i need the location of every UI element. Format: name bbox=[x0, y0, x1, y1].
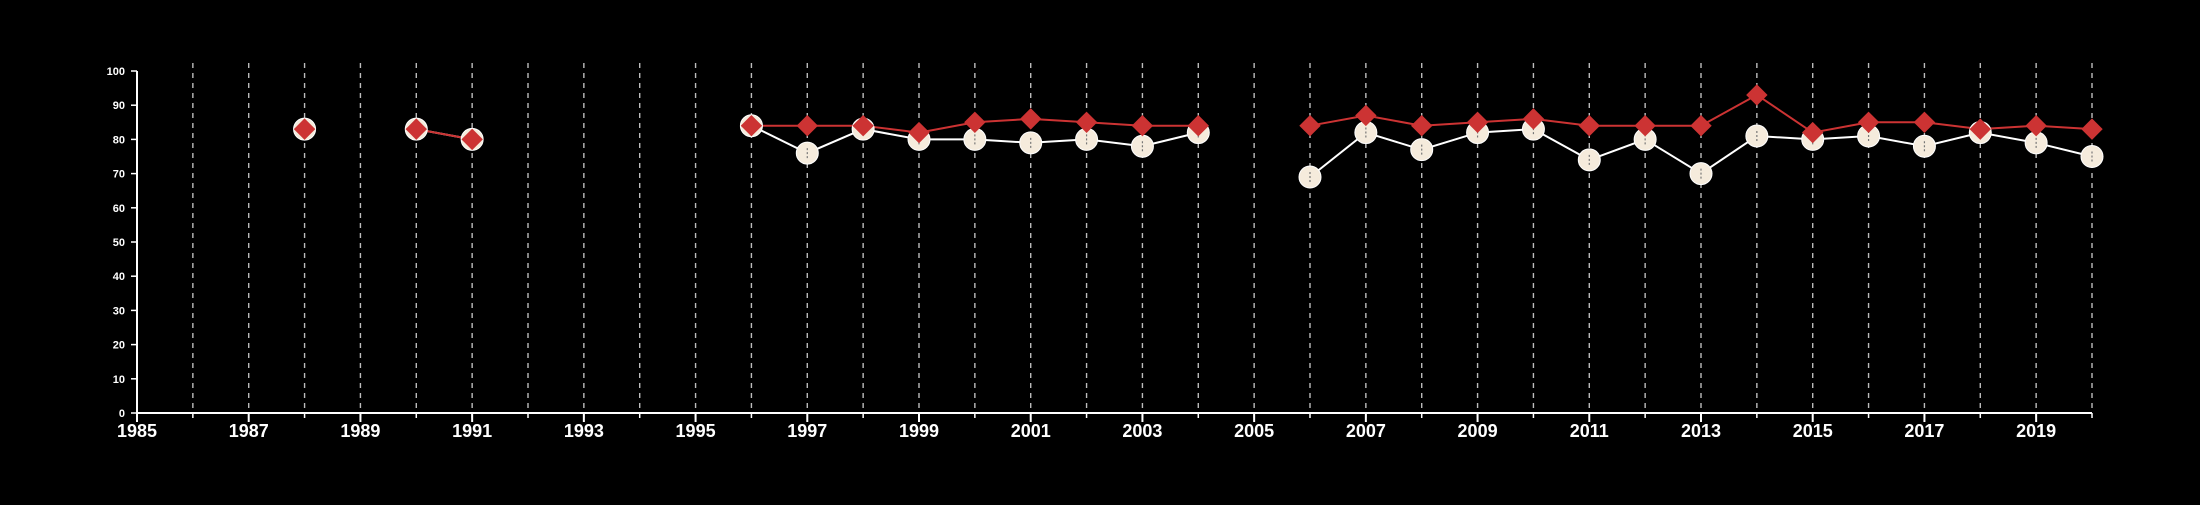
data-point-diamond bbox=[740, 115, 763, 137]
data-point-diamond bbox=[1187, 115, 1209, 137]
data-point-diamond bbox=[2025, 115, 2047, 137]
data-point-diamond bbox=[1131, 115, 1154, 137]
y-tick-label: 20 bbox=[113, 340, 125, 352]
data-point-diamond bbox=[1969, 118, 1991, 140]
x-tick-label: 2015 bbox=[1793, 421, 1833, 441]
y-tick-label: 10 bbox=[113, 374, 125, 386]
data-point-diamond bbox=[461, 128, 483, 151]
data-point-diamond bbox=[405, 118, 427, 140]
axes-layer: 0 10 20 30 40 50 60 70 80 90 100 1985 1987 1989 1991 19… bbox=[107, 66, 2093, 441]
x-tick-label: 1987 bbox=[229, 421, 269, 441]
data-point-diamond bbox=[1522, 108, 1545, 130]
x-tick-label: 2009 bbox=[1458, 421, 1498, 441]
y-tick-label: 40 bbox=[113, 271, 125, 283]
data-point-diamond bbox=[1299, 115, 1321, 137]
data-point-diamond bbox=[1020, 108, 1042, 130]
data-point-diamond bbox=[796, 115, 818, 137]
y-tick-label: 70 bbox=[113, 169, 125, 181]
y-tick-label: 90 bbox=[113, 100, 125, 112]
series-layer bbox=[293, 84, 2104, 189]
x-tick-label: 2007 bbox=[1346, 421, 1386, 441]
data-point-diamond bbox=[1746, 84, 1768, 106]
y-tick-label: 0 bbox=[119, 408, 125, 420]
x-tick-label: 2001 bbox=[1011, 421, 1051, 441]
data-point-diamond bbox=[1634, 115, 1656, 137]
data-point-diamond bbox=[1857, 111, 1880, 134]
x-tick-label: 1985 bbox=[117, 421, 157, 441]
x-tick-label: 2005 bbox=[1234, 421, 1274, 441]
y-tick-label: 30 bbox=[113, 305, 125, 317]
markers-diamond bbox=[293, 84, 2103, 151]
data-point-diamond bbox=[1913, 111, 1936, 134]
data-point-diamond bbox=[1466, 111, 1489, 134]
data-point-diamond bbox=[1411, 115, 1433, 137]
x-tick-label: 1993 bbox=[564, 421, 604, 441]
data-point-diamond bbox=[908, 121, 930, 144]
data-point-diamond bbox=[293, 118, 316, 140]
x-tick-label: 2011 bbox=[1570, 421, 1609, 441]
data-point-diamond bbox=[1355, 104, 1377, 127]
y-tick-label: 50 bbox=[113, 237, 125, 249]
data-point-diamond bbox=[1802, 121, 1824, 144]
y-tick-label: 80 bbox=[113, 134, 125, 146]
x-tick-label: 2017 bbox=[1904, 421, 1944, 441]
x-tick-label: 2003 bbox=[1122, 421, 1162, 441]
y-tick-label: 60 bbox=[113, 203, 125, 215]
x-tick-label: 1991 bbox=[452, 421, 492, 441]
x-tick-label: 2019 bbox=[2016, 421, 2056, 441]
x-tick-label: 2013 bbox=[1681, 421, 1721, 441]
data-point-diamond bbox=[1578, 115, 1600, 137]
data-point-diamond bbox=[1075, 111, 1098, 134]
grid-layer bbox=[192, 63, 2093, 413]
data-point-diamond bbox=[2081, 118, 2103, 140]
y-tick-label: 100 bbox=[107, 66, 125, 78]
x-tick-label: 1997 bbox=[787, 421, 827, 441]
data-point-diamond bbox=[852, 115, 874, 137]
x-tick-label: 1999 bbox=[899, 421, 939, 441]
data-point-diamond bbox=[964, 111, 986, 134]
data-point-diamond bbox=[1690, 115, 1712, 137]
x-tick-label: 1995 bbox=[676, 421, 716, 441]
x-tick-label: 1989 bbox=[340, 421, 380, 441]
